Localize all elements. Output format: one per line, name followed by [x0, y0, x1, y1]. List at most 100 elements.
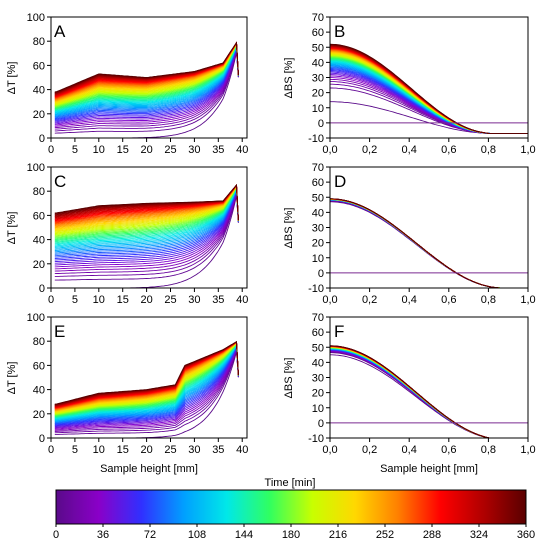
- y-tick-label: 50: [312, 42, 324, 54]
- time-curve: [330, 199, 528, 288]
- y-tick-label: 50: [312, 192, 324, 204]
- time-curve: [54, 188, 239, 248]
- x-tick-label: 25: [164, 444, 176, 456]
- y-tick-label: 20: [312, 88, 324, 100]
- x-tick-label: 0,4: [402, 144, 417, 156]
- time-curve: [330, 351, 492, 438]
- time-curve: [54, 42, 239, 107]
- time-curve: [54, 189, 239, 251]
- time-curve: [54, 50, 239, 130]
- time-curve: [330, 347, 492, 438]
- time-curve: [330, 43, 528, 134]
- y-tick-label: 100: [27, 312, 45, 324]
- time-curve: [54, 193, 239, 275]
- time-curve: [54, 185, 239, 242]
- time-curve: [330, 198, 528, 288]
- time-curve: [330, 199, 528, 288]
- y-tick-label: 0: [318, 418, 324, 430]
- x-tick-label: 10: [93, 144, 105, 156]
- y-tick-label: 30: [312, 223, 324, 235]
- time-curve: [330, 200, 528, 288]
- time-curve: [54, 189, 239, 254]
- time-curve: [54, 191, 239, 268]
- x-tick-label: 25: [164, 144, 176, 156]
- time-curve: [54, 194, 239, 281]
- panel-f-curves: [330, 345, 528, 438]
- panel-b-letter: B: [334, 22, 345, 41]
- time-curve: [54, 192, 239, 270]
- time-curve: [330, 345, 492, 438]
- x-tick-label: 0,8: [481, 444, 496, 456]
- y-tick-label: 40: [33, 385, 45, 397]
- panel-e-yaxis: 0 20 40 60 80 100: [27, 312, 51, 445]
- time-curve: [330, 198, 528, 288]
- time-curve: [54, 42, 239, 106]
- time-curve: [54, 342, 239, 416]
- panel-c-yaxis: 0 20 40 60 80 100: [27, 162, 51, 295]
- time-curve: [330, 199, 528, 288]
- colorbar-tick-label: 108: [188, 529, 206, 541]
- time-curve: [54, 185, 239, 240]
- colorbar-tick-label: 216: [329, 529, 347, 541]
- time-curve: [330, 200, 528, 288]
- time-curve: [54, 348, 239, 430]
- panel-f-xaxis: 0,0 0,2 0,4 0,6 0,8 1,0: [322, 438, 536, 456]
- time-curve: [330, 347, 492, 438]
- time-curve: [330, 348, 492, 438]
- time-curve: [54, 187, 239, 244]
- x-tick-label: 0,2: [362, 144, 377, 156]
- y-tick-label: 80: [33, 336, 45, 348]
- y-tick-label: 30: [312, 73, 324, 85]
- time-curve: [54, 343, 239, 420]
- x-tick-label: 0,8: [481, 294, 496, 306]
- time-curve: [54, 190, 239, 263]
- time-curve: [54, 42, 239, 103]
- time-curve: [330, 345, 492, 438]
- time-curve: [54, 46, 239, 117]
- time-curve: [54, 190, 239, 259]
- time-curve: [54, 349, 239, 434]
- time-curve: [54, 44, 239, 111]
- x-tick-label: 0,6: [441, 144, 456, 156]
- time-curve: [54, 190, 239, 261]
- time-curve: [54, 184, 239, 226]
- y-tick-label: 80: [33, 186, 45, 198]
- time-curve: [54, 185, 239, 238]
- time-curve: [54, 347, 239, 426]
- time-curve: [54, 184, 239, 232]
- time-curve: [54, 344, 239, 423]
- time-curve: [54, 341, 239, 413]
- time-curve: [54, 46, 239, 116]
- colorbar-gradient: [55, 489, 527, 525]
- time-curve: [54, 45, 239, 112]
- time-curve: [330, 198, 528, 288]
- panel-d-letter: D: [334, 172, 346, 191]
- time-curve: [330, 199, 528, 288]
- x-tick-label: 0,2: [362, 294, 377, 306]
- time-curve: [54, 185, 239, 241]
- panel-a: A ΔT [%] 0 5 10 15 20 25 30 35 40 0 20 40 60 80 100: [6, 12, 248, 156]
- time-curve: [330, 198, 528, 288]
- time-curve: [330, 348, 492, 438]
- time-curve: [330, 198, 528, 288]
- panel-a-letter: A: [54, 22, 66, 41]
- time-curve: [330, 199, 528, 288]
- panel-d-xaxis: 0,0 0,2 0,4 0,6 0,8 1,0: [322, 288, 536, 306]
- x-tick-label: 30: [188, 144, 200, 156]
- time-curve: [54, 193, 239, 277]
- time-curve: [54, 341, 239, 411]
- time-curve: [54, 192, 239, 272]
- x-tick-label: 5: [72, 294, 78, 306]
- time-curve: [54, 42, 239, 104]
- x-tick-label: 10: [93, 444, 105, 456]
- time-curve: [54, 342, 239, 415]
- x-tick-label: 25: [164, 294, 176, 306]
- panel-a-xaxis: 0 5 10 15 20 25 30 35 40: [48, 138, 248, 156]
- time-curve: [330, 347, 492, 438]
- time-curve: [54, 184, 239, 229]
- x-tick-label: 30: [188, 294, 200, 306]
- time-curve: [330, 198, 528, 288]
- time-curve: [54, 45, 239, 115]
- time-curve: [330, 199, 528, 288]
- time-curve: [330, 345, 492, 438]
